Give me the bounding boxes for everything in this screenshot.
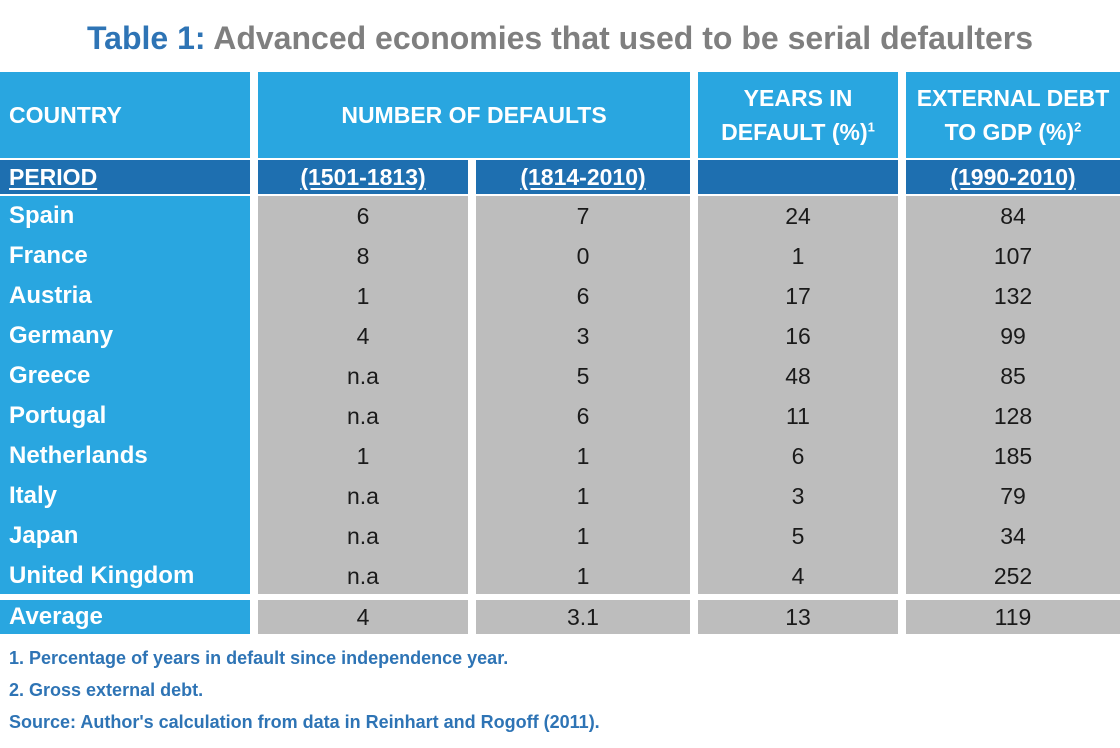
header-years-line2: DEFAULT (%) (721, 119, 868, 145)
average-label: Average (0, 600, 250, 634)
table-row-country: Netherlands (9, 442, 148, 469)
table-cell: 84 (1000, 203, 1026, 229)
table-cell: 6 (791, 443, 805, 469)
table-cell: 185 (993, 443, 1033, 469)
defaults-1501-1813-column: 6 8 1 4 n.a n.a 1 n.a n.a n.a (258, 196, 468, 594)
header-debt-line1: EXTERNAL DEBT (916, 85, 1110, 111)
table-title-text: Advanced economies that used to be seria… (213, 20, 1034, 56)
period-label: PERIOD (0, 160, 250, 194)
table-cell: 6 (356, 203, 370, 229)
table-cell: 1 (576, 483, 590, 509)
table-title: Table 1: Advanced economies that used to… (0, 10, 1120, 66)
table-cell: 5 (791, 523, 805, 549)
header-country: COUNTRY (0, 72, 250, 158)
table-cell: 3 (791, 483, 805, 509)
table-title-label: Table 1: (86, 20, 206, 56)
table-cell: 1 (356, 443, 370, 469)
table-row-country: Austria (9, 282, 92, 309)
table-cell: 0 (576, 243, 590, 269)
table-cell: 79 (1000, 483, 1026, 509)
table-cell: 5 (576, 363, 590, 389)
average-cell-debt: 119 (906, 600, 1120, 634)
table-cell: 6 (576, 283, 590, 309)
table-cell: 107 (993, 243, 1033, 269)
external-debt-column: 84 107 132 99 85 128 185 79 34 252 (906, 196, 1120, 594)
period-col-1814-2010: (1814-2010) (476, 160, 690, 194)
average-cell-d2: 3.1 (476, 600, 690, 634)
table-row-country: Japan (9, 522, 79, 549)
header-country-label: COUNTRY (9, 102, 122, 128)
period-col4-text: (1990-2010) (950, 164, 1076, 190)
footnote-1: 1. Percentage of years in default since … (9, 648, 509, 668)
table-cell: 16 (785, 323, 811, 349)
header-years-in-default: YEARS IN DEFAULT (%)1 (698, 72, 898, 158)
footnote-marker-1: 1 (867, 119, 875, 135)
table-cell: 3 (576, 323, 590, 349)
table-cell: 17 (785, 283, 811, 309)
table-row-country: Portugal (9, 402, 107, 429)
table-cell: 6 (576, 403, 590, 429)
table-cell: 8 (356, 243, 370, 269)
table-cell: 4 (356, 323, 370, 349)
footnote-marker-2: 2 (1074, 119, 1082, 135)
table-cell: 24 (785, 203, 811, 229)
table-cell: 11 (786, 403, 810, 429)
table-cell: 7 (576, 203, 590, 229)
period-col-1501-1813: (1501-1813) (258, 160, 468, 194)
header-years-line1: YEARS IN (743, 85, 853, 111)
table-cell: n.a (347, 563, 379, 589)
header-number-of-defaults: NUMBER OF DEFAULTS (258, 72, 690, 158)
table-row-country: Italy (9, 482, 58, 509)
table-cell: 1 (576, 563, 590, 589)
average-cell-years: 13 (698, 600, 898, 634)
table-cell: n.a (347, 523, 379, 549)
table-cell: 48 (785, 363, 811, 389)
table-cell: 34 (1000, 523, 1026, 549)
table-cell: 252 (993, 563, 1033, 589)
header-external-debt: EXTERNAL DEBT TO GDP (%)2 (906, 72, 1120, 158)
years-in-default-column: 24 1 17 16 48 11 6 3 5 4 (698, 196, 898, 594)
period-col2-text: (1814-2010) (520, 164, 646, 190)
header-debt-line2: TO GDP (%) (944, 119, 1075, 145)
country-column: Spain France Austria Germany Greece Port… (0, 196, 250, 594)
table-cell: 1 (576, 523, 590, 549)
period-col-1990-2010: (1990-2010) (906, 160, 1120, 194)
table-row-country: United Kingdom (9, 562, 195, 589)
table-cell: 85 (1000, 363, 1026, 389)
table-cell: 128 (993, 403, 1033, 429)
source-note: Source: Author's calculation from data i… (9, 712, 600, 732)
table-cell: n.a (347, 403, 379, 429)
period-col1-text: (1501-1813) (300, 164, 426, 190)
table-cell: 1 (356, 283, 370, 309)
period-label-text: PERIOD (9, 164, 98, 190)
footnote-2: 2. Gross external debt. (9, 680, 204, 700)
table-cell: n.a (347, 363, 379, 389)
average-cell-d1: 4 (258, 600, 468, 634)
period-col-years (698, 160, 898, 194)
table-cell: 1 (576, 443, 590, 469)
table-cell: 4 (791, 563, 805, 589)
table-row-country: Germany (9, 322, 114, 349)
table-row-country: Greece (9, 362, 91, 389)
table-cell: 1 (791, 243, 805, 269)
table-cell: 99 (1000, 323, 1026, 349)
header-number-of-defaults-label: NUMBER OF DEFAULTS (341, 102, 607, 128)
table-row-country: France (9, 242, 88, 269)
table-cell: n.a (347, 483, 379, 509)
table-cell: 132 (993, 283, 1033, 309)
defaults-1814-2010-column: 7 0 6 3 5 6 1 1 1 1 (476, 196, 690, 594)
table-row-country: Spain (9, 202, 75, 229)
